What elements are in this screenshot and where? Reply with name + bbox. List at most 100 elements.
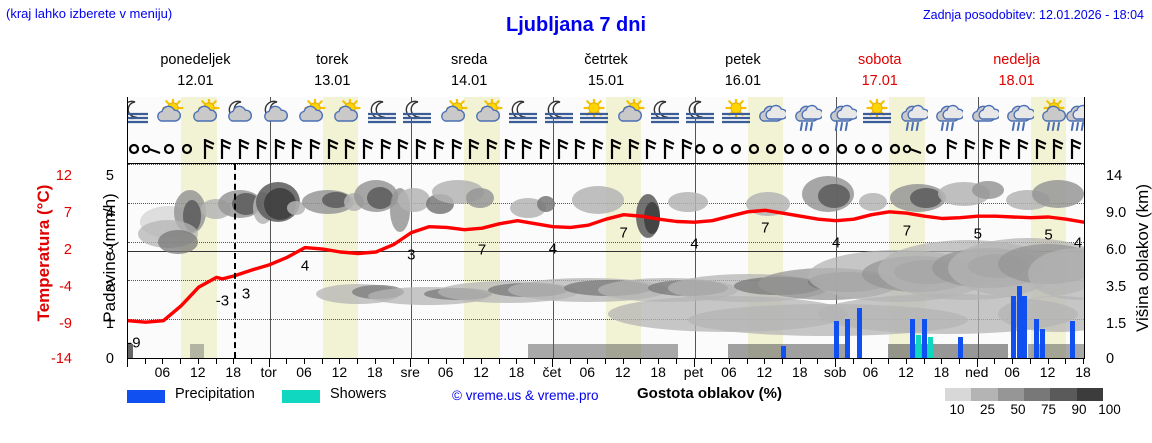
- x-tick: [905, 359, 907, 364]
- precipitation-bar: [845, 319, 851, 358]
- x-tick: [817, 359, 819, 364]
- temperature-data-label: -9: [127, 334, 141, 352]
- night-band: [499, 97, 553, 163]
- x-axis-label: 12: [756, 364, 773, 380]
- day-date: 14.01: [451, 73, 488, 90]
- day-date: 16.01: [724, 73, 762, 90]
- wind-barb-calm: [795, 137, 825, 161]
- temperature-data-label: 3: [241, 285, 251, 303]
- temperature-tick-7: 7: [63, 205, 72, 221]
- h-gridline: [128, 164, 1084, 165]
- x-tick: [923, 359, 925, 364]
- x-axis-label: 06: [862, 364, 879, 380]
- legend: Precipitation Showers: [127, 386, 1147, 426]
- cloud-ramp-step-100: [1076, 388, 1103, 401]
- wind-barb-calm: [883, 137, 913, 161]
- x-tick: [268, 359, 270, 367]
- moon-fog-icon: [544, 99, 574, 137]
- wind-barb-barb: [441, 137, 471, 161]
- night-band: [128, 164, 182, 358]
- precipitation-bar: [1010, 295, 1016, 358]
- day-separator: [694, 97, 696, 163]
- x-axis-label: 12: [331, 364, 348, 380]
- moon-fog-icon: [367, 99, 397, 137]
- day-header-3: sreda 14.01: [401, 50, 538, 95]
- wind-barb-calm: [742, 137, 772, 161]
- x-axis-label: sob: [823, 364, 847, 380]
- day-name: sobota: [857, 52, 902, 68]
- meteogram-plot: -9 -3 3 4 3 7 4 7 4 7 4 7 5 5 4: [127, 163, 1085, 359]
- cloud-height-tick-6.0: 6.0: [1106, 242, 1127, 258]
- cloud-ramp-step-90: [1050, 388, 1077, 401]
- x-tick: [197, 359, 199, 364]
- wind-barb-barb: [618, 137, 648, 161]
- x-tick: [144, 359, 146, 364]
- x-tick: [658, 359, 660, 364]
- x-tick: [1029, 359, 1031, 364]
- wind-barb-calm: [919, 137, 949, 161]
- wind-barb-barb: [972, 137, 1002, 161]
- day-separator: [269, 164, 271, 358]
- wind-barb-calm: [157, 137, 187, 161]
- night-band: [358, 97, 412, 163]
- wind-barb-barb: [1042, 137, 1072, 161]
- x-tick: [127, 359, 128, 367]
- day-date: 13.01: [314, 73, 351, 90]
- moon-fog-icon: [508, 99, 538, 137]
- cloud-icon: [756, 99, 788, 137]
- x-tick: [587, 359, 589, 364]
- day-date: 17.01: [861, 73, 898, 90]
- x-axis-label: 18: [933, 364, 950, 380]
- temperature-data-label: 4: [1073, 234, 1083, 252]
- x-axis-label: pet: [683, 364, 704, 380]
- sun-fog-icon: [579, 97, 609, 137]
- precipitation-bar: [1016, 286, 1022, 358]
- wind-barb-barb: [264, 137, 294, 161]
- wind-barb-barb: [954, 137, 984, 161]
- wind-barb-barb: [564, 137, 594, 161]
- x-tick: [711, 359, 713, 364]
- x-tick: [481, 359, 483, 364]
- wind-barb-barb: [653, 137, 683, 161]
- wind-barb-barb: [299, 137, 329, 161]
- x-axis-label: 12: [473, 364, 489, 380]
- cloud-ramp-label-25: 25: [979, 402, 996, 417]
- precipitation-bar: [833, 321, 839, 358]
- x-tick: [445, 359, 447, 364]
- wind-barb-barb: [193, 137, 223, 161]
- precipitation-bar: [1069, 321, 1075, 358]
- last-update-label: Zadnja posodobitev: 12.01.2026 - 18:04: [922, 8, 1144, 22]
- x-tick: [339, 359, 341, 364]
- cloud-cover-color-ramp: [945, 388, 1103, 401]
- copyright-link[interactable]: © vreme.us & vreme.pro: [452, 388, 599, 403]
- wind-barb-barb: [423, 137, 453, 161]
- wind-barb-barb: [511, 137, 541, 161]
- x-axis: 06 12 18 tor 06 12 18 sre 06 12 18 čet 06 12 18 pet 06 12…: [127, 359, 1091, 383]
- day-separator: [552, 97, 554, 163]
- x-tick: [286, 359, 288, 364]
- cloud-ramp-label-90: 90: [1071, 402, 1087, 417]
- x-tick: [321, 359, 323, 364]
- wind-barb-barb: [370, 137, 400, 161]
- x-tick: [427, 359, 429, 364]
- x-tick: [782, 359, 784, 364]
- wind-barb-calm: [128, 137, 152, 161]
- x-tick: [728, 359, 730, 364]
- precipitation-bar: [1040, 328, 1046, 358]
- precipitation-bar: [916, 334, 922, 358]
- x-tick: [764, 359, 766, 364]
- wind-barb-barb: [1007, 137, 1037, 161]
- day-header-2: torek 13.01: [264, 50, 401, 95]
- wind-barb-barb: [246, 137, 276, 161]
- x-tick: [250, 359, 252, 364]
- x-tick: [1047, 359, 1049, 364]
- x-tick: [534, 359, 536, 364]
- precipitation-tick-2: 2: [105, 279, 114, 295]
- wind-barb-calm: [688, 137, 718, 161]
- day-separator: [694, 164, 696, 358]
- x-axis-label: 12: [898, 364, 914, 380]
- location-menu-note: (kraj lahko izberete v meniju): [6, 6, 173, 21]
- cloud-height-tick-1.5: 1.5: [1106, 316, 1127, 332]
- wind-barb-barb: [317, 137, 347, 161]
- cloud-rain-icon: [792, 99, 824, 137]
